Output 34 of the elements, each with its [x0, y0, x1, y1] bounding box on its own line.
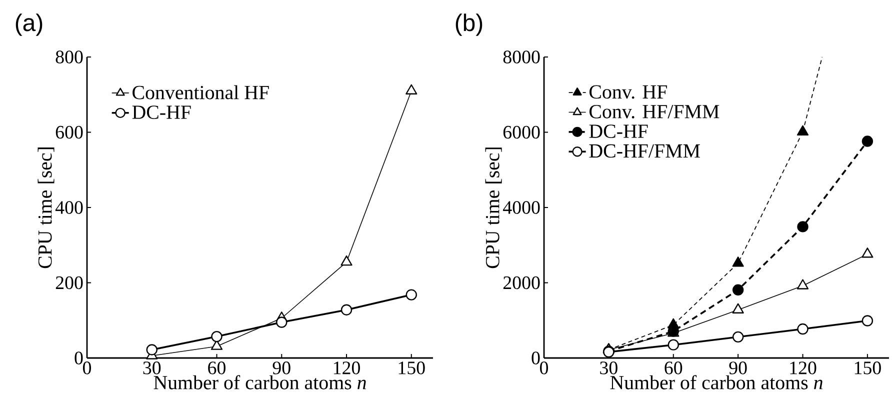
x-tick-label: 120 [790, 362, 816, 374]
x-tick-label: 150 [854, 362, 881, 374]
x-axis-title: Number of carbon atoms n [154, 375, 366, 390]
x-tick-label: 150 [398, 362, 425, 374]
x-tick-label: 30 [600, 362, 618, 374]
x-tick-label: 0 [82, 362, 92, 374]
y-tick-label: 8000 [503, 50, 540, 64]
x-axis-title: Number of carbon atoms n [610, 375, 822, 390]
chart-title: (b) [456, 14, 482, 36]
x-tick-label: 60 [208, 362, 226, 374]
y-tick-label: 4000 [503, 201, 540, 214]
x-tick-label: 30 [143, 362, 161, 374]
x-tick-label: 0 [540, 362, 548, 374]
y-axis-title: CPU time [sec] [38, 148, 54, 268]
y-axis-title: CPU time [sec] [485, 148, 502, 268]
y-tick-label: 200 [56, 276, 83, 290]
legend-label: DC-HF/FMM [589, 144, 700, 158]
x-tick-label: 60 [664, 362, 682, 374]
legend-label: Conventional HF [132, 85, 269, 100]
y-tick-label: 2000 [503, 276, 540, 290]
y-tick-label: 6000 [503, 126, 540, 139]
x-tick-label: 90 [729, 362, 747, 374]
legend-label: Conv. HF [590, 85, 667, 99]
y-tick-label: 0 [532, 352, 540, 364]
y-tick-label: 600 [56, 126, 83, 139]
y-tick-label: 0 [74, 352, 83, 364]
y-tick-label: 800 [56, 50, 83, 64]
x-tick-label: 120 [334, 362, 360, 374]
chart-title: (a) [16, 14, 42, 36]
y-tick-label: 400 [55, 201, 83, 214]
legend-label: Conv. HF/FMM [590, 104, 720, 118]
legend-label: DC-HF [132, 106, 191, 119]
x-tick-label: 90 [272, 362, 290, 374]
legend-label: DC-HF [589, 124, 648, 138]
